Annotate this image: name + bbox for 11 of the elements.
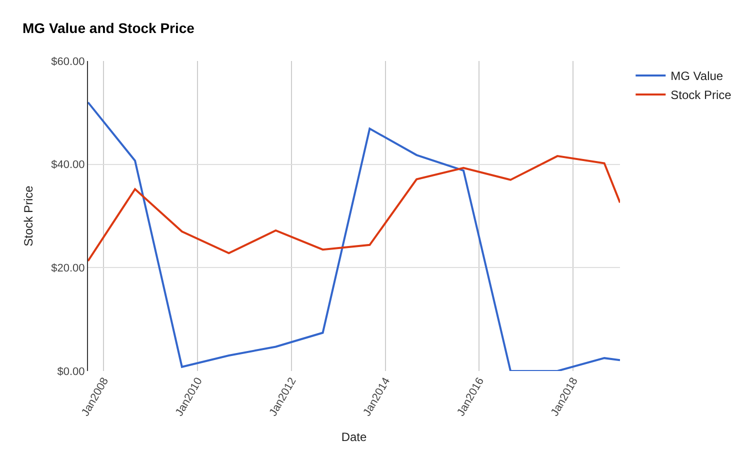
chart-title: MG Value and Stock Price [22, 20, 195, 36]
legend-label: MG Value [670, 69, 724, 84]
y-tick-label: $20.00 [51, 262, 85, 275]
legend-label: Stock Price [670, 88, 732, 102]
line-series [88, 101, 620, 371]
x-axis-title: Date [341, 430, 367, 444]
y-axis-title: Stock Price [21, 185, 36, 246]
y-tick-label: $40.00 [51, 159, 85, 172]
line-series [88, 155, 620, 262]
y-tick-label: $60.00 [51, 56, 85, 68]
y-tick-label: $0.00 [57, 366, 85, 378]
